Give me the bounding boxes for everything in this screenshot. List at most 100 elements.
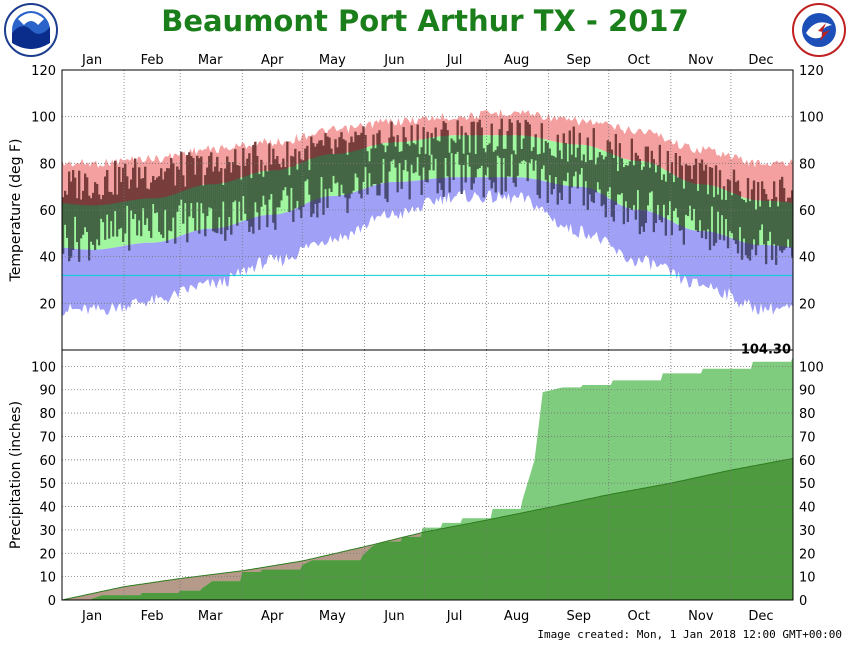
observed-above-normal	[364, 135, 367, 148]
observed-below-normal	[570, 186, 573, 188]
observed-day-bar	[606, 140, 609, 192]
observed-below-normal	[384, 182, 387, 199]
temp-tick-left: 60	[39, 204, 56, 219]
observed-below-normal	[396, 182, 399, 193]
observed-day-bar	[378, 130, 381, 196]
observed-below-normal	[174, 238, 177, 244]
observed-below-normal	[740, 241, 744, 260]
month-label-bottom: Apr	[261, 609, 284, 624]
observed-below-normal	[660, 215, 663, 223]
observed-day-bar	[64, 190, 67, 225]
observed-day-bar	[622, 167, 625, 225]
observed-above-normal	[690, 179, 694, 183]
observed-above-normal	[618, 143, 621, 157]
observed-below-normal	[272, 214, 275, 223]
month-label-bottom: Oct	[628, 609, 650, 624]
observed-day-bar	[366, 151, 369, 195]
observed-below-normal	[734, 239, 738, 244]
observed-above-normal	[578, 132, 581, 145]
observed-below-normal	[726, 236, 730, 249]
observed-day-bar	[140, 178, 143, 237]
month-label-bottom: Jan	[81, 609, 102, 624]
observed-above-normal	[310, 136, 313, 159]
observed-below-normal	[348, 193, 351, 199]
precip-tick-left: 20	[39, 547, 56, 562]
observed-day-bar	[524, 119, 527, 162]
observed-above-normal	[74, 177, 77, 205]
observed-below-normal	[640, 210, 643, 227]
observed-day-bar	[264, 165, 267, 205]
observed-above-normal	[738, 191, 742, 196]
observed-day-bar	[98, 194, 101, 246]
observed-above-normal	[714, 165, 718, 187]
observed-day-bar	[566, 161, 569, 173]
observed-day-bar	[244, 165, 247, 214]
observed-day-bar	[724, 200, 728, 219]
precip-tick-right: 0	[799, 594, 807, 609]
observed-day-bar	[682, 188, 685, 245]
temp-tick-right: 80	[799, 157, 816, 172]
observed-day-bar	[308, 170, 311, 195]
observed-above-normal	[344, 140, 347, 153]
observed-above-normal	[204, 175, 207, 185]
observed-day-bar	[674, 153, 677, 209]
observed-day-bar	[298, 151, 301, 210]
observed-above-normal	[82, 190, 85, 206]
observed-day-bar	[789, 197, 792, 248]
observed-below-normal	[344, 194, 347, 198]
observed-below-normal	[538, 179, 541, 199]
observed-above-normal	[216, 156, 219, 184]
observed-day-bar	[532, 147, 535, 171]
observed-day-bar	[316, 143, 319, 218]
observed-day-bar	[302, 160, 305, 207]
precip-axis-label: Precipitation (inches)	[8, 401, 24, 549]
observed-day-bar	[206, 167, 209, 217]
observed-day-bar	[392, 136, 395, 160]
observed-day-bar	[108, 191, 111, 239]
observed-day-bar	[246, 158, 249, 221]
observed-day-bar	[442, 121, 445, 197]
chart-title: Beaumont Port Arthur TX - 2017	[161, 4, 689, 38]
observed-day-bar	[714, 165, 718, 243]
observed-above-normal	[526, 122, 529, 136]
observed-above-normal	[789, 197, 792, 203]
observed-below-normal	[186, 233, 189, 243]
observed-below-normal	[783, 246, 786, 250]
temp-tick-right: 60	[799, 204, 816, 219]
observed-above-normal	[773, 181, 776, 202]
observed-day-bar	[556, 134, 559, 205]
observed-day-bar	[412, 143, 415, 174]
observed-day-bar	[650, 150, 653, 192]
observed-day-bar	[450, 138, 453, 154]
observed-above-normal	[442, 121, 445, 136]
observed-day-bar	[704, 164, 708, 239]
observed-above-normal	[172, 163, 175, 195]
observed-above-normal	[416, 124, 419, 141]
observed-day-bar	[708, 167, 712, 251]
month-label-bottom: Feb	[141, 609, 164, 624]
observed-day-bar	[256, 156, 259, 213]
observed-day-bar	[352, 142, 355, 191]
observed-below-normal	[250, 218, 253, 227]
observed-below-normal	[700, 231, 704, 238]
observed-above-normal	[192, 158, 195, 188]
observed-day-bar	[706, 194, 710, 230]
observed-day-bar	[494, 150, 497, 193]
observed-below-normal	[62, 247, 65, 254]
observed-above-normal	[184, 186, 187, 191]
observed-below-normal	[448, 177, 451, 193]
observed-above-normal	[376, 133, 379, 145]
observed-day-bar	[584, 162, 587, 182]
observed-day-bar	[310, 136, 313, 217]
observed-below-normal	[500, 177, 503, 195]
observed-above-normal	[306, 145, 309, 161]
observed-day-bar	[202, 185, 205, 214]
observed-day-bar	[630, 138, 633, 210]
observed-below-normal	[292, 210, 295, 222]
observed-day-bar	[676, 177, 679, 218]
observed-above-normal	[700, 159, 704, 185]
observed-below-normal	[316, 199, 319, 218]
observed-above-normal	[674, 153, 677, 176]
observed-above-normal	[200, 156, 203, 186]
